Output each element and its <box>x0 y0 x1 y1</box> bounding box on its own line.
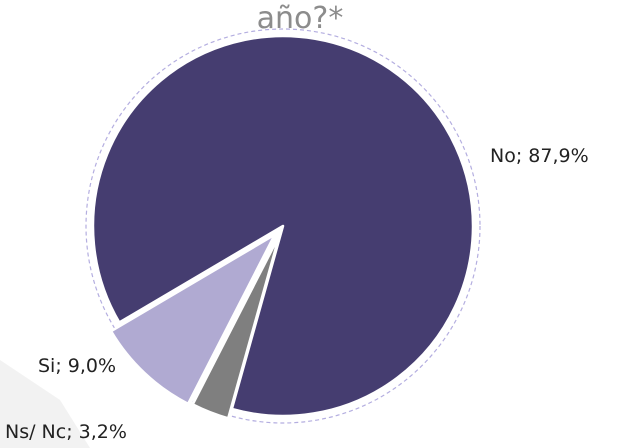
pie-slice <box>109 233 277 406</box>
outline-ring <box>85 28 481 424</box>
data-label: No; 87,9% <box>490 145 589 167</box>
background-shape <box>0 360 90 448</box>
chart-title: año?* <box>257 1 344 36</box>
pie-slice <box>91 34 475 418</box>
slices <box>91 34 475 420</box>
labels: No; 87,9% Ns/ Nc; 3,2% Si; 9,0% <box>5 145 589 443</box>
data-label: Si; 9,0% <box>38 355 116 377</box>
data-label: Ns/ Nc; 3,2% <box>5 421 127 443</box>
pie-slice <box>191 234 281 420</box>
